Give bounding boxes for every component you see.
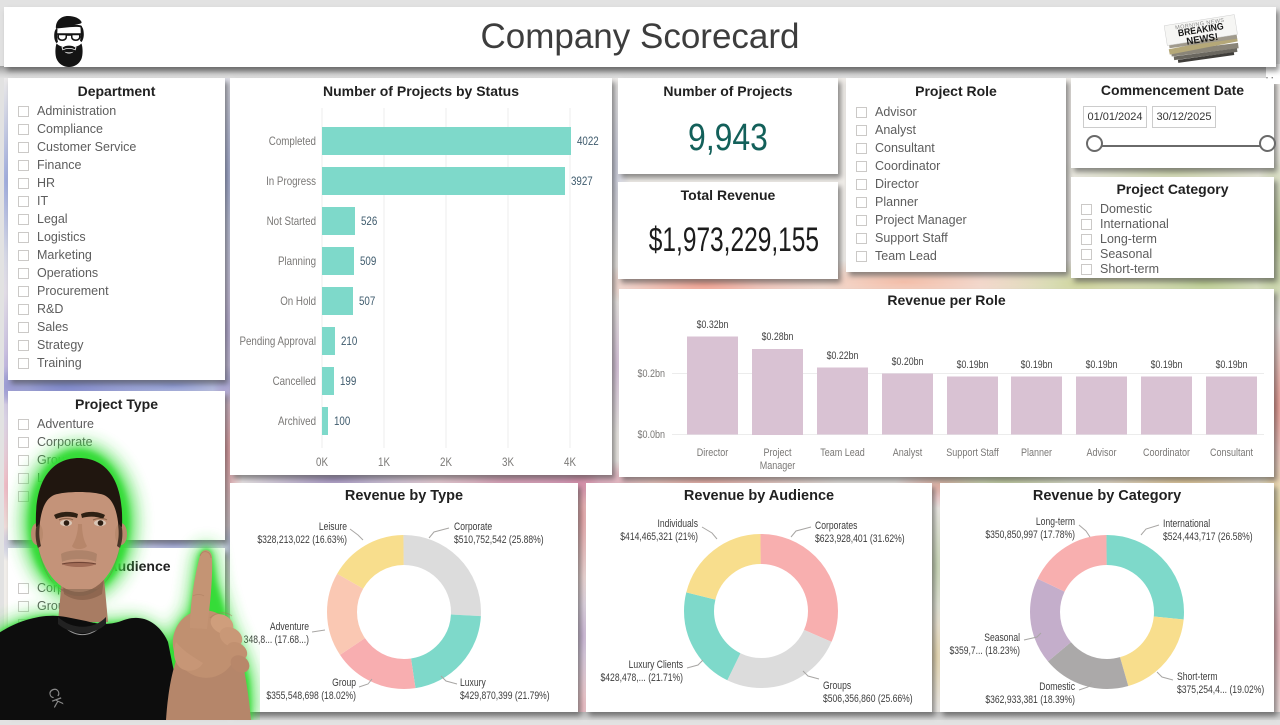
svg-text:Seasonal: Seasonal bbox=[984, 632, 1020, 644]
svg-text:Archived: Archived bbox=[278, 415, 316, 428]
svg-text:Domestic: Domestic bbox=[1039, 681, 1075, 693]
svg-text:$429,870,399 (21.79%): $429,870,399 (21.79%) bbox=[460, 690, 550, 702]
svg-text:$375,254,4... (19.02%): $375,254,4... (19.02%) bbox=[1177, 684, 1264, 696]
svg-text:210: 210 bbox=[341, 335, 357, 348]
svg-text:Corporate: Corporate bbox=[454, 521, 493, 533]
svg-text:199: 199 bbox=[340, 375, 356, 388]
svg-text:4022: 4022 bbox=[577, 135, 599, 148]
svg-text:$506,356,860 (25.66%): $506,356,860 (25.66%) bbox=[823, 693, 913, 705]
svg-text:$428,478,... (21.71%): $428,478,... (21.71%) bbox=[601, 672, 683, 684]
svg-text:Group: Group bbox=[332, 677, 356, 689]
svg-text:$524,443,717 (26.58%): $524,443,717 (26.58%) bbox=[1163, 531, 1253, 543]
svg-text:Luxury: Luxury bbox=[460, 677, 486, 689]
svg-text:$362,933,381 (18.39%): $362,933,381 (18.39%) bbox=[985, 694, 1075, 706]
svg-text:Manager: Manager bbox=[760, 460, 796, 472]
svg-text:507: 507 bbox=[359, 295, 375, 308]
svg-text:Support Staff: Support Staff bbox=[946, 447, 999, 459]
svg-text:On Hold: On Hold bbox=[280, 295, 316, 308]
svg-text:International: International bbox=[1163, 518, 1210, 530]
svg-text:4K: 4K bbox=[564, 456, 576, 469]
svg-text:In Progress: In Progress bbox=[266, 175, 316, 188]
svg-text:Short-term: Short-term bbox=[1177, 671, 1218, 683]
svg-text:348,8... (17.68...): 348,8... (17.68...) bbox=[244, 634, 309, 646]
svg-text:526: 526 bbox=[361, 215, 377, 228]
svg-text:$0.22bn: $0.22bn bbox=[827, 350, 859, 362]
svg-text:3K: 3K bbox=[502, 456, 514, 469]
svg-text:Corporates: Corporates bbox=[815, 520, 857, 532]
svg-text:$0.19bn: $0.19bn bbox=[1021, 359, 1053, 371]
svg-text:Team Lead: Team Lead bbox=[820, 447, 865, 459]
svg-text:$328,213,022 (16.63%): $328,213,022 (16.63%) bbox=[257, 534, 347, 546]
svg-text:Cancelled: Cancelled bbox=[273, 375, 316, 388]
svg-text:$414,465,321 (21%): $414,465,321 (21%) bbox=[620, 531, 698, 543]
svg-text:Advisor: Advisor bbox=[1086, 447, 1117, 459]
svg-text:Groups: Groups bbox=[823, 680, 851, 692]
svg-text:100: 100 bbox=[334, 415, 350, 428]
svg-text:$0.19bn: $0.19bn bbox=[1151, 359, 1183, 371]
svg-text:Adventure: Adventure bbox=[270, 621, 310, 633]
svg-text:Director: Director bbox=[697, 447, 729, 459]
svg-text:Planning: Planning bbox=[278, 255, 316, 268]
svg-text:Analyst: Analyst bbox=[893, 447, 923, 459]
svg-text:$0.0bn: $0.0bn bbox=[637, 429, 665, 441]
svg-text:Not Started: Not Started bbox=[267, 215, 316, 228]
svg-text:Planner: Planner bbox=[1021, 447, 1053, 459]
svg-text:$0.19bn: $0.19bn bbox=[1216, 359, 1248, 371]
svg-text:$0.20bn: $0.20bn bbox=[892, 356, 924, 368]
svg-text:$510,752,542 (25.88%): $510,752,542 (25.88%) bbox=[454, 534, 544, 546]
svg-text:1K: 1K bbox=[378, 456, 390, 469]
svg-text:$0.19bn: $0.19bn bbox=[1086, 359, 1118, 371]
svg-text:$350,850,997 (17.78%): $350,850,997 (17.78%) bbox=[985, 529, 1075, 541]
svg-text:2K: 2K bbox=[440, 456, 452, 469]
svg-text:$0.19bn: $0.19bn bbox=[957, 359, 989, 371]
svg-text:Consultant: Consultant bbox=[1210, 447, 1253, 459]
svg-text:Coordinator: Coordinator bbox=[1143, 447, 1191, 459]
svg-text:Pending Approval: Pending Approval bbox=[239, 335, 316, 348]
svg-text:$355,548,698 (18.02%): $355,548,698 (18.02%) bbox=[266, 690, 356, 702]
svg-text:509: 509 bbox=[360, 255, 376, 268]
svg-text:Leisure: Leisure bbox=[319, 521, 348, 533]
svg-text:$623,928,401 (31.62%): $623,928,401 (31.62%) bbox=[815, 533, 905, 545]
svg-text:0K: 0K bbox=[316, 456, 328, 469]
svg-text:$0.2bn: $0.2bn bbox=[637, 368, 665, 380]
svg-text:3927: 3927 bbox=[571, 175, 593, 188]
svg-text:Project: Project bbox=[763, 447, 791, 459]
svg-text:NEWS!: NEWS! bbox=[1186, 32, 1219, 48]
svg-text:$0.28bn: $0.28bn bbox=[762, 331, 794, 343]
svg-text:$359,7... (18.23%): $359,7... (18.23%) bbox=[949, 645, 1020, 657]
svg-text:CK: CK bbox=[45, 686, 67, 710]
svg-text:Long-term: Long-term bbox=[1036, 516, 1075, 528]
svg-text:Individuals: Individuals bbox=[657, 518, 698, 530]
svg-text:Luxury Clients: Luxury Clients bbox=[629, 659, 683, 671]
svg-text:Completed: Completed bbox=[269, 135, 316, 148]
svg-text:$0.32bn: $0.32bn bbox=[697, 319, 729, 331]
